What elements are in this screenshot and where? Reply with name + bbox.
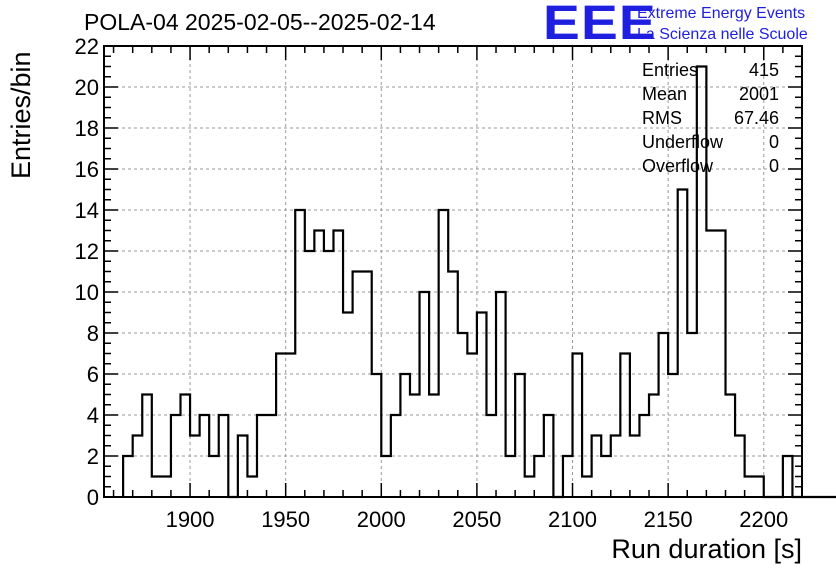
y-tick-label: 10 xyxy=(75,280,99,305)
y-tick-label: 2 xyxy=(87,444,99,469)
x-axis-label: Run duration [s] xyxy=(611,534,802,564)
x-tick-label: 1900 xyxy=(166,507,215,532)
x-tick-label: 2050 xyxy=(452,507,501,532)
stats-box: Entries 415 Mean 2001 RMS 67.46 Underflo… xyxy=(642,58,779,178)
y-tick-label: 14 xyxy=(75,198,99,223)
stats-label: Entries xyxy=(642,60,699,80)
stats-row-mean: Mean 2001 xyxy=(642,82,779,106)
y-tick-label: 4 xyxy=(87,403,99,428)
stats-row-entries: Entries 415 xyxy=(642,58,779,82)
stats-row-underflow: Underflow 0 xyxy=(642,130,779,154)
axis-ticks xyxy=(104,45,803,498)
stats-row-rms: RMS 67.46 xyxy=(642,106,779,130)
y-tick-label: 16 xyxy=(75,157,99,182)
logo-caption: Extreme Energy Events La Scienza nelle S… xyxy=(637,3,808,45)
y-tick-label: 20 xyxy=(75,75,99,100)
y-axis-label: Entries/bin xyxy=(6,51,36,179)
y-tick-label: 12 xyxy=(75,239,99,264)
y-tick-label: 22 xyxy=(75,34,99,59)
histogram-series xyxy=(122,65,836,499)
plot-frame xyxy=(103,45,803,498)
stats-value: 2001 xyxy=(738,84,779,104)
x-tick-label: 2100 xyxy=(548,507,597,532)
stats-value: 415 xyxy=(748,60,779,80)
x-tick-label: 1950 xyxy=(261,507,310,532)
tick-labels: 1900 1950 2000 2050 2100 2150 2200024681012141… xyxy=(75,34,789,532)
y-tick-label: 6 xyxy=(87,362,99,387)
logo-line-2: La Scienza nelle Scuole xyxy=(637,26,808,43)
stats-label: Mean xyxy=(642,84,688,104)
stats-value: 0 xyxy=(768,156,779,176)
y-tick-label: 0 xyxy=(87,485,99,510)
stats-label: Underflow xyxy=(642,132,724,152)
stats-row-overflow: Overflow 0 xyxy=(642,154,779,178)
y-tick-label: 18 xyxy=(75,116,99,141)
x-tick-label: 2150 xyxy=(644,507,693,532)
eee-logo: EEE xyxy=(543,0,657,50)
chart-title: POLA-04 2025-02-05--2025-02-14 xyxy=(84,9,436,35)
stats-value: 67.46 xyxy=(733,108,779,128)
stats-label: Overflow xyxy=(642,156,714,176)
y-tick-label: 8 xyxy=(87,321,99,346)
x-tick-label: 2000 xyxy=(357,507,406,532)
grid-lines xyxy=(104,46,802,497)
x-tick-label: 2200 xyxy=(739,507,788,532)
logo-line-1: Extreme Energy Events xyxy=(637,5,806,22)
stats-value: 0 xyxy=(768,132,779,152)
stats-label: RMS xyxy=(642,108,682,128)
